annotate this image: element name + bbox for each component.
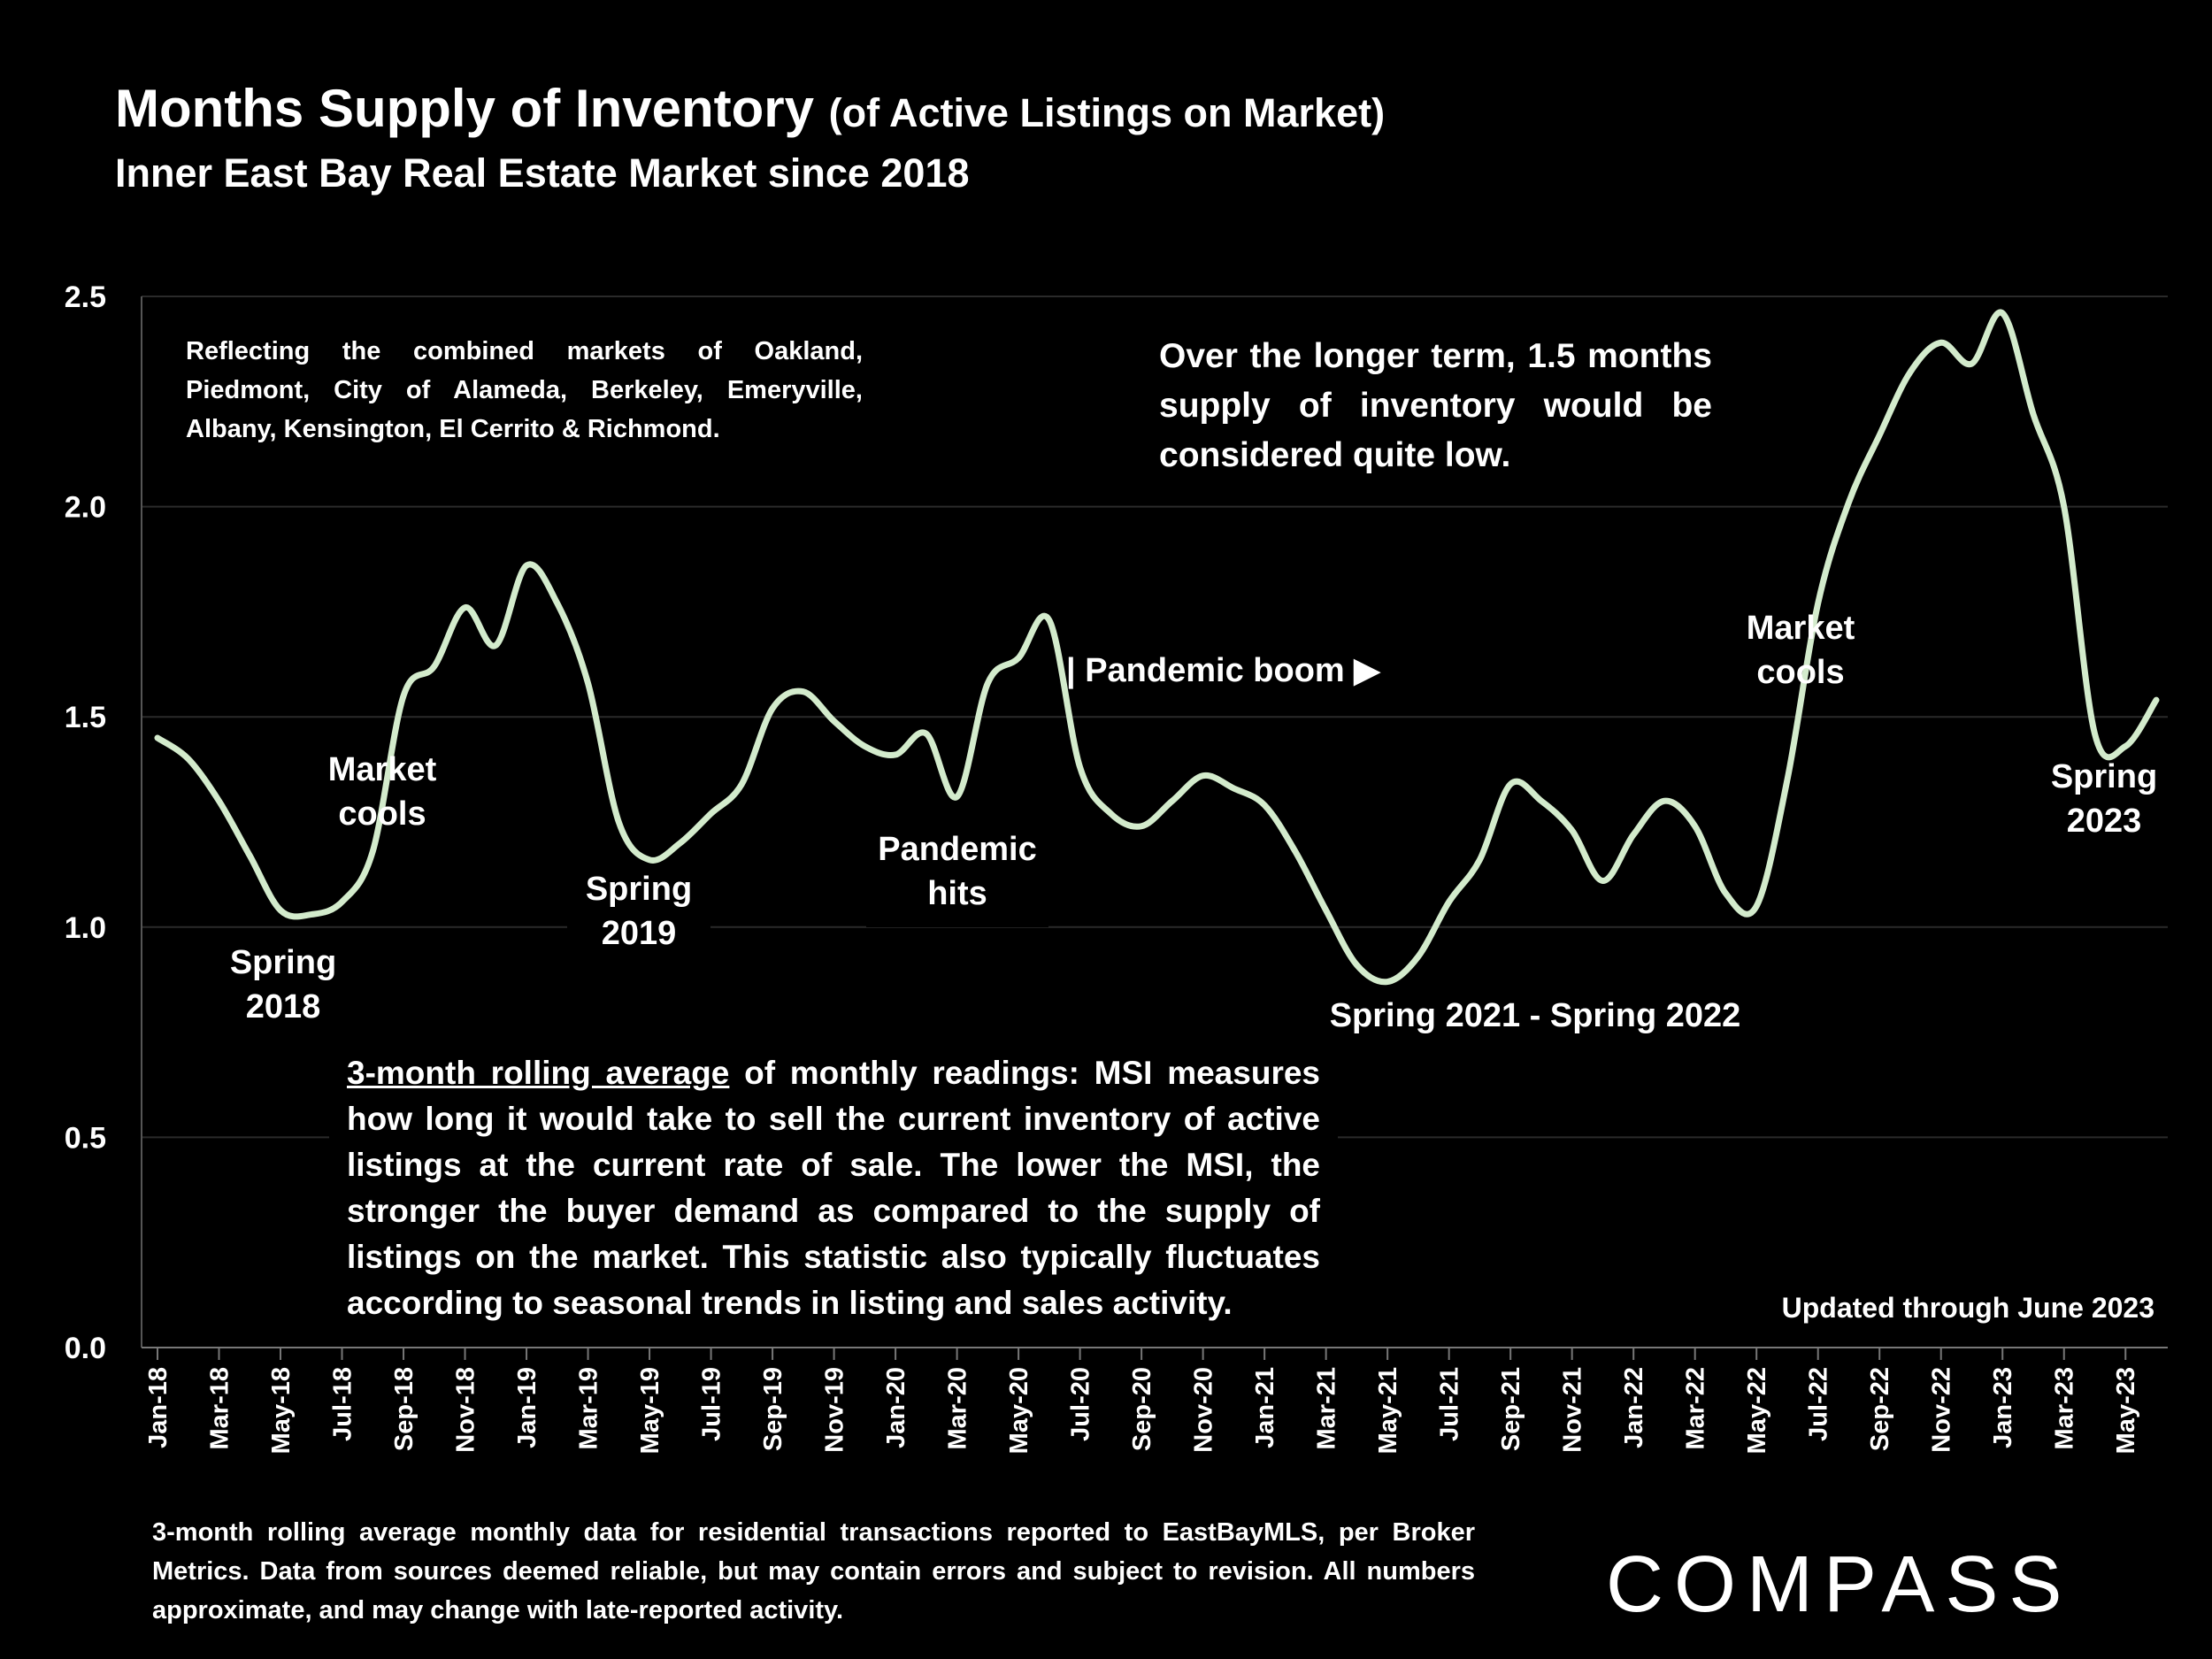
annotation-line: 2018 [246,988,321,1025]
chart-title-suffix: (of Active Listings on Market) [828,90,1386,135]
x-tick-label: May-23 [2112,1367,2140,1454]
msi-rest-text: of monthly readings: MSI measures how lo… [347,1055,1320,1321]
compass-logo: COMPASS [1606,1540,2073,1629]
msi-underlined-text: 3-month rolling average [347,1055,730,1091]
chart-subtitle: Inner East Bay Real Estate Market since … [115,150,970,196]
annotation-mask [2032,752,2176,855]
x-tick-label: Mar-21 [1313,1367,1341,1450]
x-tick-label: Jul-19 [698,1367,726,1441]
x-tick-label: Nov-18 [452,1367,480,1453]
annotation-mask [211,938,355,1041]
y-tick-label: 1.5 [65,701,106,734]
chart-annotation: | Pandemic boom ▶ [1066,652,1381,689]
x-tick-label: Sep-21 [1497,1367,1525,1451]
x-tick-label: Jan-18 [144,1367,173,1448]
footnote: 3-month rolling average monthly data for… [152,1518,1475,1624]
x-tick-label: Jan-23 [1989,1367,2017,1448]
msi-explanation: 3-month rolling average of monthly readi… [347,1050,1320,1326]
x-tick-label: Nov-21 [1559,1367,1587,1453]
annotation-line: cools [338,795,426,833]
y-tick-label: 2.0 [65,491,106,525]
x-tick-label: Nov-22 [1928,1367,1956,1453]
chart-title: Months Supply of Inventory (of Active Li… [115,78,1385,139]
data-series [154,309,2160,986]
annotation-line: Spring [586,871,692,908]
chart-annotation: Market cools [328,751,437,833]
x-tick-label: Mar-20 [944,1367,972,1450]
chart-annotation: Market cools [1747,610,1855,691]
annotation-line: 2023 [2067,803,2142,840]
axes: 0.0 0.5 1.0 1.5 2.0 2.5 Jan-18 Mar-18 May-18 Jul-… [65,280,2168,1454]
x-tick-label: Mar-18 [206,1367,234,1450]
x-tick-label: May-20 [1005,1367,1033,1454]
annotation-line: | Pandemic boom ▶ [1066,652,1381,689]
x-tick-label: May-21 [1374,1367,1402,1454]
annotation-line: Spring [2051,758,2157,795]
annotation-line: cools [1756,654,1844,691]
chart-annotation: Pandemic hits [878,831,1037,912]
annotation-line: Spring [230,944,336,981]
chart-annotation: Spring 2023 [2051,758,2157,840]
msi-note-background [329,1044,1338,1327]
annotation-line: 2019 [602,915,677,952]
x-tick-label: Mar-22 [1682,1367,1710,1450]
annotation-line: Spring 2021 - Spring 2022 [1330,997,1741,1034]
long-term-note: Over the longer term, 1.5 months supply … [1159,337,1712,474]
chart-annotation: Spring 2021 - Spring 2022 [1330,997,1741,1034]
x-tick-label: Jan-20 [882,1367,910,1448]
chart-annotation: Spring 2019 [586,871,692,952]
x-tick-label: Jul-18 [329,1367,357,1441]
x-tick-label: Jul-21 [1436,1367,1464,1441]
x-tick-label: May-19 [636,1367,664,1454]
annotation-mask [567,864,710,967]
x-tick-label: Jan-19 [513,1367,541,1448]
chart-annotation: Spring 2018 [230,944,336,1025]
annotation-line: Pandemic [878,831,1037,868]
x-tick-label: Jan-21 [1251,1367,1279,1448]
y-tick-label: 2.5 [65,280,106,314]
y-tick-label: 0.0 [65,1332,106,1365]
x-tick-label: Jan-22 [1620,1367,1648,1448]
y-tick-label: 0.5 [65,1121,106,1155]
x-tick-label: Nov-19 [821,1367,849,1453]
annotations: Spring 2018 Market cools Spring 2019 Pandemic h… [230,610,2157,1034]
markets-note: Reflecting the combined markets of Oakla… [186,337,863,443]
x-tick-label: Sep-20 [1128,1367,1156,1451]
x-tick-label: Mar-23 [2051,1367,2079,1450]
x-tick-label: Jul-20 [1067,1367,1095,1441]
annotation-line: hits [927,875,987,912]
x-tick-label: Sep-22 [1866,1367,1894,1451]
series-line [154,309,2160,986]
chart-title-main: Months Supply of Inventory [115,79,814,138]
annotation-mask [866,825,1048,927]
x-tick-label: Sep-18 [390,1367,419,1451]
annotation-line: Market [328,751,437,788]
x-tick-label: Jul-22 [1805,1367,1833,1441]
x-tick-label: Mar-19 [575,1367,603,1450]
y-tick-label: 1.0 [65,911,106,945]
gridlines [142,296,2168,1139]
x-tick-label: Sep-19 [759,1367,787,1451]
updated-note: Updated through June 2023 [1781,1292,2154,1324]
x-tick-label: Nov-20 [1190,1367,1218,1453]
x-tick-label: May-22 [1743,1367,1771,1454]
x-tick-label: May-18 [267,1367,296,1454]
annotation-line: Market [1747,610,1855,647]
